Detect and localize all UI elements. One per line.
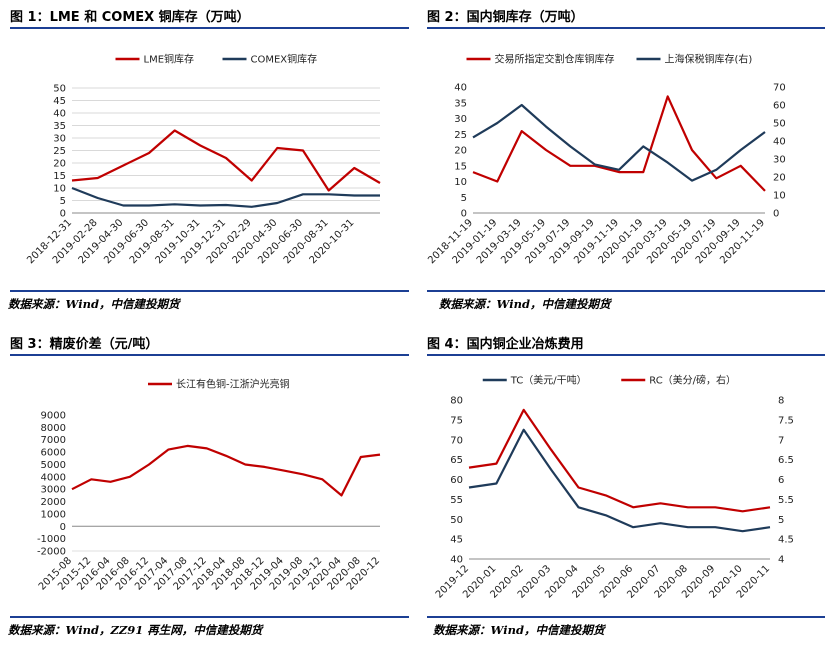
y2-tick-label: 6.5	[778, 455, 794, 466]
y-tick-label: 15	[454, 161, 467, 172]
y-tick-label: 5000	[41, 460, 66, 471]
chart-source: 数据来源：Wind，ZZ91 再生网，中信建投期货	[8, 623, 263, 637]
source-rule	[10, 616, 409, 618]
chart-source: 数据来源：Wind，中信建投期货	[8, 297, 180, 311]
y-tick-label: 45	[53, 96, 66, 107]
y-tick-label: 70	[450, 435, 463, 446]
source-rule	[427, 616, 825, 618]
y2-tick-label: 20	[773, 173, 786, 184]
y-tick-label: 30	[53, 134, 66, 145]
title-rule	[10, 27, 409, 29]
legend-label: 长江有色铜-江浙沪光亮铜	[176, 378, 290, 391]
y-tick-label: -1000	[37, 534, 66, 545]
y-tick-label: 4000	[41, 472, 66, 483]
y2-tick-label: 5	[778, 515, 784, 526]
y-tick-label: 35	[53, 121, 66, 132]
chart-panel-1: 图 1：LME 和 COMEX 铜库存（万吨） 0 5 10 15 20 25 30 35 40…	[0, 0, 415, 318]
series-line	[468, 428, 771, 533]
y2-tick-label: 40	[773, 137, 786, 148]
y2-tick-label: 50	[773, 119, 786, 130]
y2-tick-label: 0	[773, 209, 779, 220]
legend-label: LME铜库存	[144, 53, 195, 66]
chart-plot: 05101520253035400102030405060702018-11-1…	[426, 53, 786, 267]
chart-plot: 40455055606570758044.555.566.577.582019-…	[434, 374, 794, 601]
y-tick-label: 15	[53, 171, 66, 182]
y-tick-label: 40	[454, 83, 467, 94]
chart-source: 数据来源：Wind，中信建投期货	[433, 623, 605, 637]
y-tick-label: 35	[454, 98, 467, 109]
legend-label: 交易所指定交割仓库铜库存	[495, 53, 615, 66]
title-rule	[427, 27, 825, 29]
chart-plot: 051015202530354045502018-12-312019-02-28…	[25, 53, 381, 266]
y-tick-label: 5	[60, 196, 66, 207]
y-tick-label: 45	[450, 535, 463, 546]
y-tick-label: 5	[461, 193, 467, 204]
y-tick-label: 0	[461, 209, 467, 220]
legend-label: TC（美元/干吨）	[510, 374, 587, 387]
y-tick-label: 20	[454, 146, 467, 157]
y-tick-label: 30	[454, 114, 467, 125]
y-tick-label: 0	[60, 522, 66, 533]
y-tick-label: 9000	[41, 411, 66, 422]
y-tick-label: 60	[450, 475, 463, 486]
chart-panel-3: 图 3：精废价差（元/吨） -2000 -1000 0 1000 2000 3000 400…	[0, 326, 415, 646]
title-rule	[427, 354, 825, 356]
y-tick-label: 1000	[41, 509, 66, 520]
y2-tick-label: 10	[773, 191, 786, 202]
source-rule	[10, 290, 409, 292]
y-tick-label: 10	[53, 184, 66, 195]
y-tick-label: 7000	[41, 435, 66, 446]
y2-tick-label: 4	[778, 555, 784, 566]
y2-tick-label: 30	[773, 155, 786, 166]
legend-label: 上海保税铜库存(右)	[665, 53, 753, 66]
series-line	[71, 129, 381, 192]
chart-title: 图 2：国内铜库存（万吨）	[427, 10, 584, 25]
y-tick-label: 80	[450, 396, 463, 407]
y-tick-label: 40	[53, 109, 66, 120]
title-rule	[10, 354, 409, 356]
y2-tick-label: 8	[778, 396, 784, 407]
y-tick-label: 40	[450, 555, 463, 566]
legend-label: COMEX铜库存	[251, 53, 318, 66]
y-tick-label: 6000	[41, 448, 66, 459]
chart-panel-2: 图 2：国内铜库存（万吨） 0 5 10 15 20 25 30 35 40 0 10 20 30 40 5…	[421, 0, 831, 318]
chart-title: 图 4：国内铜企业冶炼费用	[427, 337, 584, 352]
legend-label: RC（美分/磅，右）	[649, 374, 736, 387]
y2-tick-label: 7.5	[778, 415, 794, 426]
series-line	[472, 95, 766, 192]
y2-tick-label: 60	[773, 101, 786, 112]
y2-tick-label: 7	[778, 435, 784, 446]
y-tick-label: 25	[454, 130, 467, 141]
y-tick-label: 10	[454, 177, 467, 188]
chart-title: 图 3：精废价差（元/吨）	[10, 337, 159, 352]
chart-panel-4: 图 4：国内铜企业冶炼费用 40 45 50 55 60 65 70 75 80 4 4.5 5 5.5…	[421, 326, 831, 646]
chart-source: 数据来源：Wind，中信建投期货	[439, 297, 611, 311]
source-rule	[427, 290, 825, 292]
y2-tick-label: 70	[773, 83, 786, 94]
series-line	[71, 444, 381, 497]
y-tick-label: 8000	[41, 423, 66, 434]
series-line	[468, 408, 771, 513]
y-tick-label: 50	[450, 515, 463, 526]
y-tick-label: 50	[53, 84, 66, 95]
chart-title: 图 1：LME 和 COMEX 铜库存（万吨）	[10, 10, 250, 25]
series-line	[71, 186, 380, 208]
series-line	[472, 103, 766, 182]
y-tick-label: 25	[53, 146, 66, 157]
y-tick-label: 65	[450, 455, 463, 466]
y2-tick-label: 5.5	[778, 495, 794, 506]
y-tick-label: 0	[60, 209, 66, 220]
y2-tick-label: 4.5	[778, 535, 794, 546]
y-tick-label: 55	[450, 495, 463, 506]
y2-tick-label: 6	[778, 475, 784, 486]
y-tick-label: 20	[53, 159, 66, 170]
y-tick-label: 2000	[41, 497, 66, 508]
y-tick-label: 75	[450, 415, 463, 426]
y-tick-label: -2000	[37, 547, 66, 558]
y-tick-label: 3000	[41, 485, 66, 496]
